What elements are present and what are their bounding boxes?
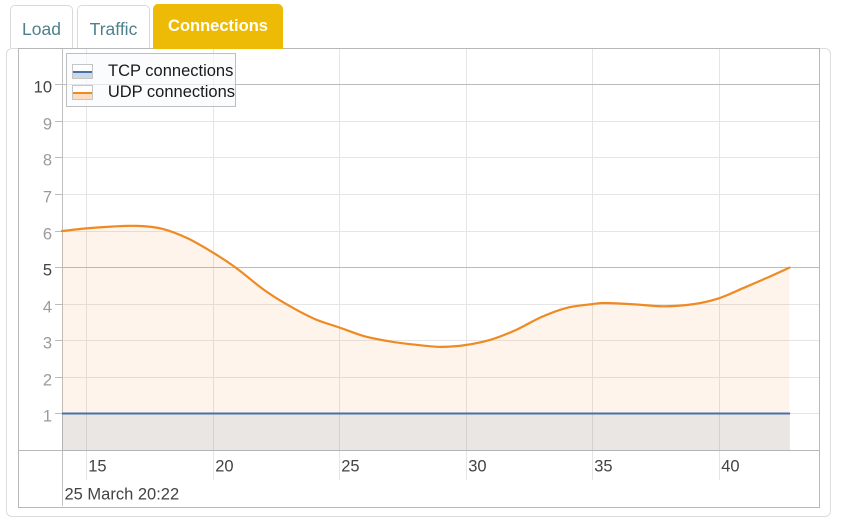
svg-text:25 March 20:22: 25 March 20:22 <box>64 486 179 504</box>
svg-text:2: 2 <box>42 372 51 390</box>
svg-text:1: 1 <box>42 408 51 426</box>
svg-text:4: 4 <box>42 299 51 317</box>
svg-text:15: 15 <box>88 458 106 476</box>
svg-text:7: 7 <box>42 189 51 207</box>
svg-text:10: 10 <box>33 79 51 97</box>
svg-text:8: 8 <box>42 152 51 170</box>
svg-text:40: 40 <box>721 458 739 476</box>
svg-text:6: 6 <box>42 226 51 244</box>
svg-text:5: 5 <box>42 262 51 280</box>
svg-text:30: 30 <box>468 458 486 476</box>
svg-text:9: 9 <box>42 116 51 134</box>
svg-text:35: 35 <box>594 458 612 476</box>
svg-text:3: 3 <box>42 335 51 353</box>
svg-text:25: 25 <box>341 458 359 476</box>
svg-text:20: 20 <box>215 458 233 476</box>
